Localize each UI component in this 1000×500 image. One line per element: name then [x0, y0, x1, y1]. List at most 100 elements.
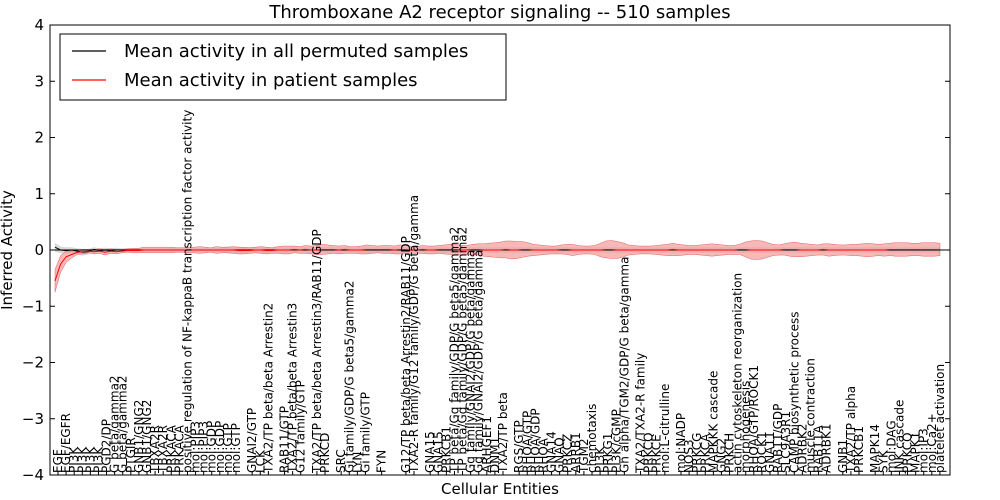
entity-label: muscle contraction	[804, 358, 818, 473]
entity-label: TXA2/TP beta/beta Arrestin2	[261, 303, 275, 474]
entity-label: TGM2	[577, 438, 591, 474]
entity-label: mol:DAG	[884, 420, 898, 473]
series-lines	[50, 246, 950, 282]
entity-label: TXA2-R family/G12 family/GDP/G beta/gamm…	[407, 195, 421, 474]
entity-label: DNM1	[488, 437, 502, 473]
y-tick-label: 3	[34, 72, 44, 90]
entity-label: PRKCD	[318, 433, 332, 473]
entity-label: G beta/gamma2	[108, 375, 122, 473]
entity-label: GNA11	[763, 431, 777, 473]
entity-label: EGF	[51, 449, 65, 473]
entity-label: PI3K	[75, 446, 89, 473]
y-tick-label: 1	[34, 185, 44, 203]
entity-label: FYN	[375, 450, 389, 473]
entity-label: PI3K	[593, 446, 607, 473]
entity-label: PRKCE	[650, 434, 664, 473]
entity-label: MAPKKK cascade	[706, 371, 720, 473]
entity-label: ADRBK2	[795, 423, 809, 473]
entity-label: RHOA/GDP	[528, 408, 542, 473]
entity-label: PI3K	[83, 446, 97, 473]
entity-label: RHOA/GTP	[520, 411, 534, 473]
entity-label: G12 family/GTP	[294, 380, 308, 473]
entity-label: RGS/GTP	[512, 420, 526, 473]
entity-label: RAB11A	[812, 424, 826, 473]
y-tick-label: 4	[34, 16, 44, 34]
legend-label-permuted: Mean activity in all permuted samples	[124, 41, 468, 62]
entity-label: PRKCQ	[642, 432, 656, 473]
entity-label: SRC	[334, 449, 348, 473]
chart-title: Thromboxane A2 receptor signaling -- 510…	[268, 2, 730, 23]
entity-label: PGD2/DP	[100, 419, 114, 473]
entity-label: platelet activation	[933, 364, 947, 473]
y-axis-label: Inferred Activity	[0, 190, 16, 310]
y-tick-label: −2	[22, 354, 44, 372]
y-tick-label: −1	[22, 297, 44, 315]
entity-label: SYK	[876, 449, 890, 473]
entity-label: PI3K/cGMP	[609, 409, 623, 473]
entity-label: RHOA	[537, 437, 551, 473]
entity-label: morphogenesis	[739, 381, 753, 473]
entity-label: actin cytoskeleton reorganization	[731, 273, 745, 473]
entity-label: PTGIR	[124, 437, 138, 473]
entity-label: GNG2	[715, 438, 729, 473]
y-axis-ticks: −4 −3 −2 −1 0 1 2 3 4	[22, 16, 950, 484]
entity-label: RAB11/GDP	[771, 404, 785, 473]
entity-label: GNAI2/GTP	[245, 408, 259, 473]
entity-label: Gi family/GTP	[359, 392, 373, 473]
entity-label: TXA2/TP beta/beta Arrestin3	[286, 303, 300, 474]
entity-label: mol:PIP3	[189, 421, 203, 473]
entity-label: GNAQ	[553, 437, 567, 473]
entity-label: Gh alpha/TGM2/GDP/G beta/gamma	[617, 257, 631, 473]
entity-label: mol:GDP	[213, 421, 227, 473]
entity-label: ARRB1	[569, 432, 583, 473]
entity-label: TBXA2R	[148, 425, 162, 474]
entity-label: mol:Ca2+	[925, 413, 939, 473]
entity-label: mol:GTP	[229, 423, 243, 473]
entity-label: ADRBK1	[820, 423, 834, 473]
entity-label: GNA14	[545, 431, 559, 473]
x-axis-label: Cellular Entities	[441, 480, 559, 498]
entity-label: TP beta/Gq family/GDP/G beta5/gamma2	[456, 227, 470, 474]
y-tick-label: 0	[34, 241, 44, 259]
entity-label: PRKCZ	[561, 434, 575, 473]
y-tick-label: −4	[22, 466, 44, 484]
entity-label: TXA2/TXA2-R family	[634, 353, 648, 474]
entity-label: GNB1/GNG2	[132, 400, 146, 473]
entity-label: mol:IP3	[917, 428, 931, 473]
entity-label: mol:PIP3	[197, 421, 211, 473]
entity-label: CAMP biosynthetic process	[787, 311, 801, 473]
entity-label: positive regulation of NF-kappaB transcr…	[181, 110, 195, 473]
entity-label: EGF/EGFR	[59, 413, 73, 473]
entity-label: GNB1/GNG2	[140, 400, 154, 473]
entity-label: TP beta/Gq family/GDP/G beta5/gamma2	[448, 227, 462, 474]
entity-label: mol:NADP	[674, 413, 688, 473]
y-tick-label: 2	[34, 129, 44, 147]
entity-label: Gi family/GDP/G beta5/gamma2	[342, 280, 356, 473]
entity-label: TXA2/TP alpha	[844, 386, 858, 474]
entity-label: NOS3	[682, 439, 696, 473]
entity-label: PI3K	[67, 446, 81, 473]
entity-label: GNA15	[431, 431, 445, 473]
entity-label: PRKG1	[601, 433, 615, 473]
entity-label: RHOA/GTP/ROCK1	[747, 365, 761, 473]
entity-label: PI3K	[92, 446, 106, 473]
entity-label: SLC9A3R1	[779, 411, 793, 473]
entity-label: ARHGEF1	[480, 416, 494, 473]
entity-label: LCK	[253, 449, 267, 473]
y-tick-label: −3	[22, 410, 44, 428]
entity-label: LYN	[350, 452, 364, 473]
entity-label: RAB11/GTP	[278, 406, 292, 473]
entity-label: GNA15	[423, 431, 437, 473]
entity-label: PRKCG	[690, 433, 704, 473]
entity-label: mol:GDP	[205, 421, 219, 473]
entity-label: GNB1	[836, 439, 850, 473]
entity-label: TXA2/TP beta	[496, 392, 510, 474]
series-line-patient	[54, 248, 940, 282]
legend-box	[59, 33, 507, 101]
entity-label: TBXA2R	[156, 425, 170, 474]
entity-label: MAPK14	[868, 424, 882, 473]
entity-label: mol:L-citrulline	[658, 384, 672, 473]
band-patient	[54, 240, 941, 293]
